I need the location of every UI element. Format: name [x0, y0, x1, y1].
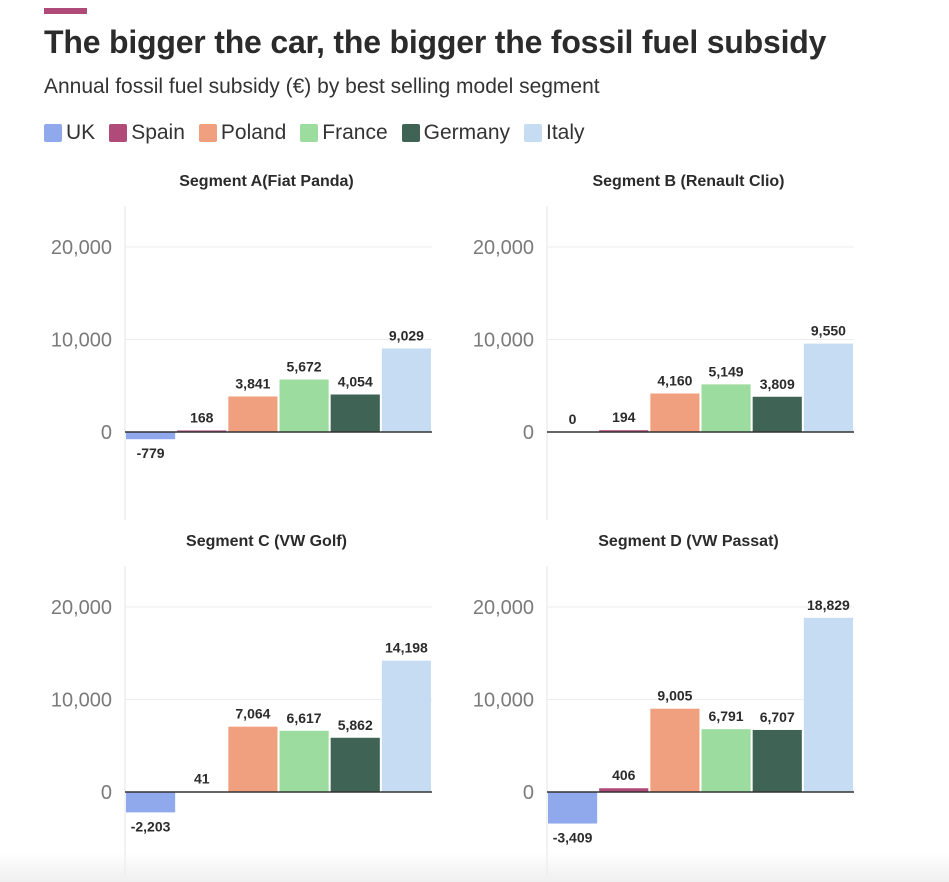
bar-germany — [330, 394, 380, 432]
legend-item-poland: Poland — [198, 121, 287, 145]
legend-swatch-germany — [401, 124, 420, 142]
chart-segment-d: Segment D (VW Passat) 0 10,000 20,000 -3,409… — [422, 520, 892, 875]
bar-france — [701, 384, 751, 432]
bar-spain — [177, 430, 227, 432]
bar-poland — [650, 708, 700, 792]
y-tick-label: 20,000 — [473, 597, 534, 619]
data-label-germany: 4,054 — [338, 374, 373, 390]
data-label-france: 6,791 — [709, 708, 744, 724]
bar-uk — [548, 792, 598, 824]
y-tick-label: 0 — [523, 422, 534, 444]
data-label-germany: 5,862 — [338, 717, 373, 733]
legend-item-germany: Germany — [401, 121, 511, 145]
y-tick-label: 0 — [523, 782, 534, 804]
chart-segment-a-svg: Segment A(Fiat Panda) 0 10,000 20,000 -779 16… — [51, 173, 432, 520]
data-label-spain: 41 — [194, 771, 210, 787]
data-label-poland: 3,841 — [235, 375, 270, 391]
y-tick-label: 0 — [101, 782, 112, 804]
bar-poland — [650, 393, 700, 432]
bar-france — [279, 730, 329, 792]
bar-italy — [803, 617, 853, 792]
bar-poland — [228, 396, 278, 432]
legend: UK Spain Poland France Germany Italy — [44, 121, 585, 145]
chart-title: Segment D (VW Passat) — [598, 533, 778, 550]
chart-segment-d-svg: Segment D (VW Passat) 0 10,000 20,000 -3,409… — [473, 533, 854, 875]
chart-segment-a: Segment A(Fiat Panda) 0 10,000 20,000 -779 16… — [0, 160, 470, 520]
bar-spain — [599, 788, 649, 792]
legend-label-italy: Italy — [546, 121, 585, 144]
legend-swatch-italy — [524, 124, 543, 142]
y-tick-label: 10,000 — [51, 330, 112, 352]
page-title: The bigger the car, the bigger the fossi… — [44, 24, 827, 60]
bar-germany — [330, 737, 380, 792]
data-label-italy: 9,029 — [389, 327, 424, 343]
legend-label-uk: UK — [66, 121, 96, 144]
y-tick-label: 20,000 — [51, 237, 112, 259]
bar-uk — [126, 792, 176, 813]
chart-segment-c-svg: Segment C (VW Golf) 0 10,000 20,000 -2,203 41… — [51, 533, 432, 875]
data-label-germany: 3,809 — [760, 376, 795, 392]
legend-swatch-france — [300, 124, 319, 142]
y-tick-label: 20,000 — [51, 597, 112, 619]
y-tick-label: 20,000 — [473, 237, 534, 259]
data-label-italy: 9,550 — [811, 323, 846, 339]
data-label-poland: 7,064 — [235, 706, 270, 722]
data-label-france: 5,149 — [709, 363, 744, 379]
chart-title: Segment A(Fiat Panda) — [179, 173, 354, 190]
bar-france — [279, 379, 329, 432]
bar-italy — [381, 660, 431, 792]
bar-uk — [126, 432, 176, 440]
bar-poland — [228, 726, 278, 792]
chart-segment-c: Segment C (VW Golf) 0 10,000 20,000 -2,203 41… — [0, 520, 470, 875]
legend-swatch-spain — [109, 124, 128, 142]
legend-label-germany: Germany — [423, 121, 511, 144]
bar-spain — [599, 430, 649, 432]
bar-france — [701, 729, 751, 792]
data-label-germany: 6,707 — [760, 709, 795, 725]
chart-title: Segment B (Renault Clio) — [592, 173, 784, 190]
legend-swatch-poland — [198, 124, 217, 142]
bar-italy — [803, 343, 853, 432]
data-label-uk: 0 — [569, 411, 577, 427]
data-label-italy: 14,198 — [385, 640, 428, 656]
chart-segment-b-svg: Segment B (Renault Clio) 0 10,000 20,000 0 19… — [473, 173, 854, 520]
legend-item-spain: Spain — [109, 121, 185, 145]
data-label-poland: 9,005 — [657, 688, 692, 704]
legend-label-spain: Spain — [131, 121, 185, 144]
data-label-spain: 406 — [612, 767, 636, 783]
data-label-uk: -779 — [137, 445, 165, 461]
chart-segment-b: Segment B (Renault Clio) 0 10,000 20,000 0 19… — [422, 160, 892, 520]
data-label-poland: 4,160 — [657, 373, 692, 389]
y-tick-label: 0 — [101, 422, 112, 444]
legend-label-france: France — [322, 121, 388, 144]
y-tick-label: 10,000 — [473, 330, 534, 352]
data-label-france: 5,672 — [287, 359, 322, 375]
data-label-spain: 194 — [612, 409, 636, 425]
data-label-italy: 18,829 — [807, 597, 850, 613]
y-tick-label: 10,000 — [51, 690, 112, 712]
legend-label-poland: Poland — [220, 121, 287, 144]
page-subtitle: Annual fossil fuel subsidy (€) by best s… — [44, 75, 600, 98]
bar-germany — [752, 396, 802, 432]
legend-item-france: France — [300, 121, 388, 145]
data-label-uk: -2,203 — [131, 818, 171, 834]
legend-item-italy: Italy — [524, 121, 585, 145]
data-label-uk: -3,409 — [553, 830, 593, 846]
chart-title: Segment C (VW Golf) — [186, 533, 347, 550]
legend-swatch-uk — [44, 124, 62, 142]
data-label-spain: 168 — [190, 409, 214, 425]
bar-italy — [381, 348, 431, 432]
legend-item-uk: UK — [44, 121, 95, 145]
accent-bar — [44, 8, 87, 14]
y-tick-label: 10,000 — [473, 690, 534, 712]
bar-germany — [752, 729, 802, 792]
data-label-france: 6,617 — [287, 710, 322, 726]
